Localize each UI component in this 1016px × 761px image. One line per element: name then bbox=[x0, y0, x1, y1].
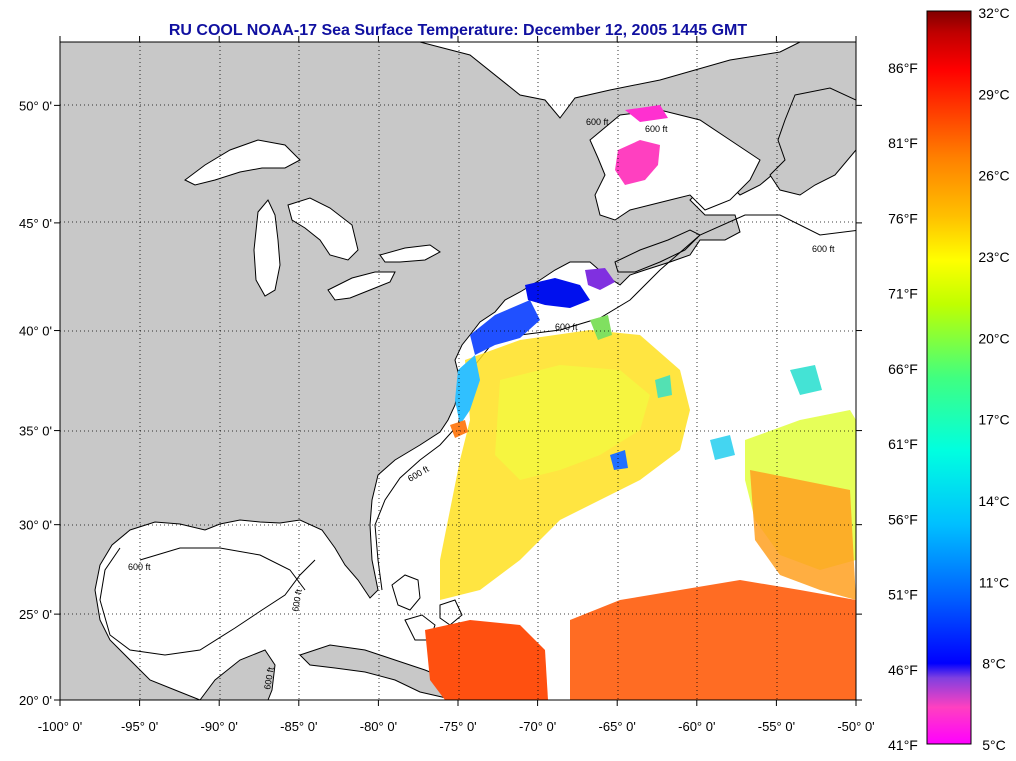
sst-data bbox=[425, 105, 856, 700]
colorbar bbox=[926, 10, 972, 745]
sst-south-west-orange bbox=[425, 620, 548, 700]
plot-area: 600 ft 600 ft 600 ft 600 ft 600 ft 600 f… bbox=[60, 42, 856, 700]
lon-tick-label: -100° 0' bbox=[38, 719, 83, 734]
lat-tick-label: 45° 0' bbox=[19, 216, 52, 231]
colorbar-celsius-label: 11°C bbox=[979, 574, 1009, 590]
colorbar-fahrenheit-label: 86°F bbox=[888, 60, 918, 76]
lon-tick-label: -90° 0' bbox=[201, 719, 238, 734]
newfoundland-land bbox=[769, 87, 856, 196]
lon-tick-label: -95° 0' bbox=[121, 719, 158, 734]
sst-cyan-east-2 bbox=[710, 435, 735, 460]
latitude-axis: 50° 0' 45° 0' 40° 0' 35° 0' 30° 0' 25° 0' 20° … bbox=[19, 98, 862, 708]
lon-tick-label: -65° 0' bbox=[599, 719, 636, 734]
colorbar-celsius-label: 8°C bbox=[982, 656, 1006, 672]
sst-st-lawrence-magenta bbox=[615, 140, 660, 185]
nova-scotia-land bbox=[614, 229, 701, 273]
lon-tick-label: -75° 0' bbox=[439, 719, 476, 734]
sst-mid-atlantic-blue bbox=[470, 300, 540, 355]
colorbar-fahrenheit-label: 71°F bbox=[888, 286, 918, 302]
lat-tick-label: 25° 0' bbox=[19, 607, 52, 622]
contour-label: 600 ft bbox=[812, 244, 835, 254]
gulf-st-lawrence bbox=[589, 109, 761, 221]
lat-tick-label: 35° 0' bbox=[19, 424, 52, 439]
sst-green-patch bbox=[590, 315, 612, 340]
map-title: RU COOL NOAA-17 Sea Surface Temperature:… bbox=[168, 22, 748, 39]
longitude-axis: -100° 0' -95° 0' -90° 0' -85° 0' -80° 0' -75°… bbox=[38, 36, 875, 734]
contour-label: 600 ft bbox=[555, 322, 578, 332]
colorbar-fahrenheit-label: 51°F bbox=[888, 587, 918, 603]
colorbar-celsius-label: 5°C bbox=[982, 737, 1006, 753]
lon-tick-label: -70° 0' bbox=[519, 719, 556, 734]
lat-tick-label: 30° 0' bbox=[19, 518, 52, 533]
gridlines bbox=[60, 42, 856, 700]
colorbar-celsius-label: 26°C bbox=[978, 168, 1009, 184]
colorbar-fahrenheit-label: 76°F bbox=[888, 210, 918, 226]
colorbar-fahrenheit-label: 66°F bbox=[888, 361, 918, 377]
lat-tick-label: 20° 0' bbox=[19, 693, 52, 708]
colorbar-celsius-label: 32°C bbox=[978, 5, 1009, 21]
lon-tick-label: -55° 0' bbox=[758, 719, 795, 734]
lon-tick-label: -50° 0' bbox=[837, 719, 874, 734]
sst-east-orange bbox=[750, 470, 856, 600]
sst-gulf-maine-blue bbox=[525, 278, 590, 308]
sst-orange-hatteras bbox=[450, 420, 468, 438]
contour-label: 600 ft bbox=[290, 588, 304, 612]
sst-st-lawrence-magenta-2 bbox=[625, 105, 668, 122]
depth-contour-gulf bbox=[139, 547, 306, 591]
lat-tick-label: 50° 0' bbox=[19, 98, 52, 113]
sst-gulf-maine-purple bbox=[585, 268, 615, 290]
sst-hatteras-cyan bbox=[455, 355, 480, 425]
sst-cyan-east-3 bbox=[655, 375, 672, 398]
lon-tick-label: -85° 0' bbox=[280, 719, 317, 734]
colorbar-celsius-label: 20°C bbox=[978, 330, 1009, 346]
colorbar-fahrenheit-label: 61°F bbox=[888, 436, 918, 452]
colorbar-celsius-label: 29°C bbox=[978, 86, 1009, 102]
contour-label: 600 ft bbox=[128, 562, 151, 572]
lon-tick-label: -80° 0' bbox=[360, 719, 397, 734]
colorbar-celsius-label: 23°C bbox=[978, 249, 1009, 265]
colorbar-fahrenheit-label: 46°F bbox=[888, 662, 918, 678]
colorbar-labels: 32°C 29°C 26°C 23°C 20°C 17°C 14°C 11°C 8°C 5°C 86… bbox=[888, 5, 1010, 753]
lon-tick-label: -60° 0' bbox=[678, 719, 715, 734]
colorbar-fahrenheit-label: 41°F bbox=[888, 737, 918, 753]
colorbar-celsius-label: 14°C bbox=[978, 493, 1009, 509]
sst-south-orange bbox=[570, 580, 856, 700]
contour-label: 600 ft bbox=[645, 124, 668, 134]
yucatan-land bbox=[199, 649, 276, 700]
sst-blue-speck bbox=[610, 450, 628, 470]
colorbar-fahrenheit-label: 56°F bbox=[888, 511, 918, 527]
great-lakes bbox=[184, 139, 441, 301]
colorbar-fahrenheit-label: 81°F bbox=[888, 135, 918, 151]
sst-cyan-east-1 bbox=[790, 365, 822, 395]
colorbar-celsius-label: 17°C bbox=[978, 412, 1009, 428]
contour-label: 600 ft bbox=[262, 666, 276, 690]
contour-label: 600 ft bbox=[586, 117, 609, 127]
sst-yellow-lighter bbox=[495, 365, 650, 480]
lat-tick-label: 40° 0' bbox=[19, 324, 52, 339]
